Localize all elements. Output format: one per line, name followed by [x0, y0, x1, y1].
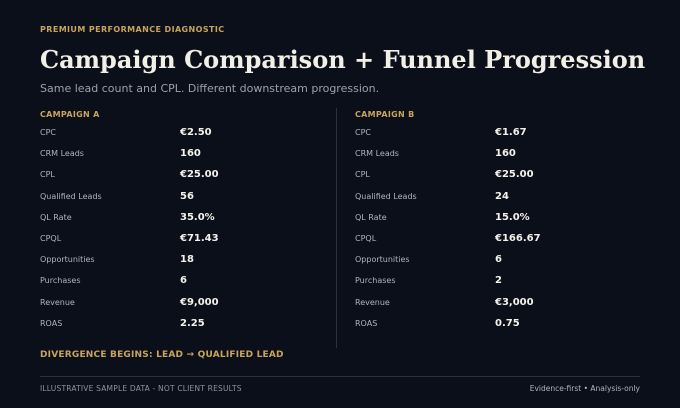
metric-label: Opportunities — [355, 255, 410, 265]
metric-label: Qualified Leads — [40, 191, 102, 201]
metric-label: ROAS — [40, 318, 63, 328]
page-title: Campaign Comparison + Funnel Progression — [40, 45, 646, 74]
eyebrow-label: PREMIUM PERFORMANCE DIAGNOSTIC — [40, 25, 225, 34]
divergence-callout: DIVERGENCE BEGINS: LEAD → QUALIFIED LEAD — [40, 350, 284, 360]
metric-label: CPQL — [40, 234, 62, 244]
metric-label: QL Rate — [40, 212, 72, 222]
metric-label: ROAS — [355, 318, 378, 328]
metric-label: CRM Leads — [355, 149, 399, 159]
metric-value: €1.67 — [495, 127, 527, 139]
metric-value: €166.67 — [495, 233, 541, 245]
metric-value: €25.00 — [495, 169, 534, 181]
metric-row: CPC €2.50 — [40, 122, 300, 143]
metric-row: CPQL €71.43 — [40, 228, 300, 249]
page-subtitle: Same lead count and CPL. Different downs… — [40, 82, 380, 95]
metric-row: Qualified Leads 56 — [40, 186, 300, 207]
metric-label: Purchases — [355, 276, 396, 286]
metric-label: CPL — [40, 170, 55, 180]
metric-value: €71.43 — [180, 233, 219, 245]
metric-label: Revenue — [40, 297, 75, 307]
metric-label: CRM Leads — [40, 149, 84, 159]
campaign-b-panel: CAMPAIGN B CPC €1.67 CRM Leads 160 CPL €25.… — [355, 108, 615, 334]
metric-value: 15.0% — [495, 211, 530, 223]
metric-value: 6 — [180, 275, 187, 287]
metric-row: Revenue €9,000 — [40, 292, 300, 313]
column-divider — [336, 108, 337, 348]
metric-value: 6 — [495, 254, 502, 266]
metric-label: CPC — [40, 128, 56, 138]
metric-value: 2.25 — [180, 317, 205, 329]
metric-label: CPL — [355, 170, 370, 180]
metric-label: CPC — [355, 128, 371, 138]
metric-row: Opportunities 18 — [40, 249, 300, 270]
metric-row: Revenue €3,000 — [355, 292, 615, 313]
metric-value: €9,000 — [180, 296, 219, 308]
metric-row: ROAS 0.75 — [355, 313, 615, 334]
metric-value: 18 — [180, 254, 194, 266]
metric-value: €2.50 — [180, 127, 212, 139]
metric-value: 160 — [495, 148, 516, 160]
metric-row: CRM Leads 160 — [355, 143, 615, 164]
footer-divider — [40, 376, 640, 377]
metric-value: 2 — [495, 275, 502, 287]
metric-label: Qualified Leads — [355, 191, 417, 201]
footer-tagline: Evidence-first • Analysis-only — [529, 384, 640, 393]
metric-value: 160 — [180, 148, 201, 160]
metric-row: CPC €1.67 — [355, 122, 615, 143]
metric-value: 24 — [495, 190, 509, 202]
metric-row: ROAS 2.25 — [40, 313, 300, 334]
metric-value: 35.0% — [180, 211, 215, 223]
metric-value: 0.75 — [495, 317, 520, 329]
metric-value: €3,000 — [495, 296, 534, 308]
metric-label: Revenue — [355, 297, 390, 307]
metric-row: CRM Leads 160 — [40, 143, 300, 164]
metric-value: 56 — [180, 190, 194, 202]
metric-label: CPQL — [355, 234, 377, 244]
metric-row: Opportunities 6 — [355, 249, 615, 270]
metric-row: QL Rate 15.0% — [355, 207, 615, 228]
metric-row: CPL €25.00 — [355, 164, 615, 185]
metric-row: CPQL €166.67 — [355, 228, 615, 249]
campaign-b-heading: CAMPAIGN B — [355, 110, 415, 119]
metric-row: CPL €25.00 — [40, 164, 300, 185]
metric-label: Purchases — [40, 276, 81, 286]
metric-row: Qualified Leads 24 — [355, 186, 615, 207]
metric-row: QL Rate 35.0% — [40, 207, 300, 228]
metric-label: QL Rate — [355, 212, 387, 222]
footer-disclaimer: ILLUSTRATIVE SAMPLE DATA - NOT CLIENT RE… — [40, 384, 242, 393]
metric-row: Purchases 2 — [355, 270, 615, 291]
metric-row: Purchases 6 — [40, 270, 300, 291]
metric-value: €25.00 — [180, 169, 219, 181]
campaign-a-panel: CAMPAIGN A CPC €2.50 CRM Leads 160 CPL €25.… — [40, 108, 300, 334]
campaign-a-heading: CAMPAIGN A — [40, 110, 100, 119]
metric-label: Opportunities — [40, 255, 95, 265]
